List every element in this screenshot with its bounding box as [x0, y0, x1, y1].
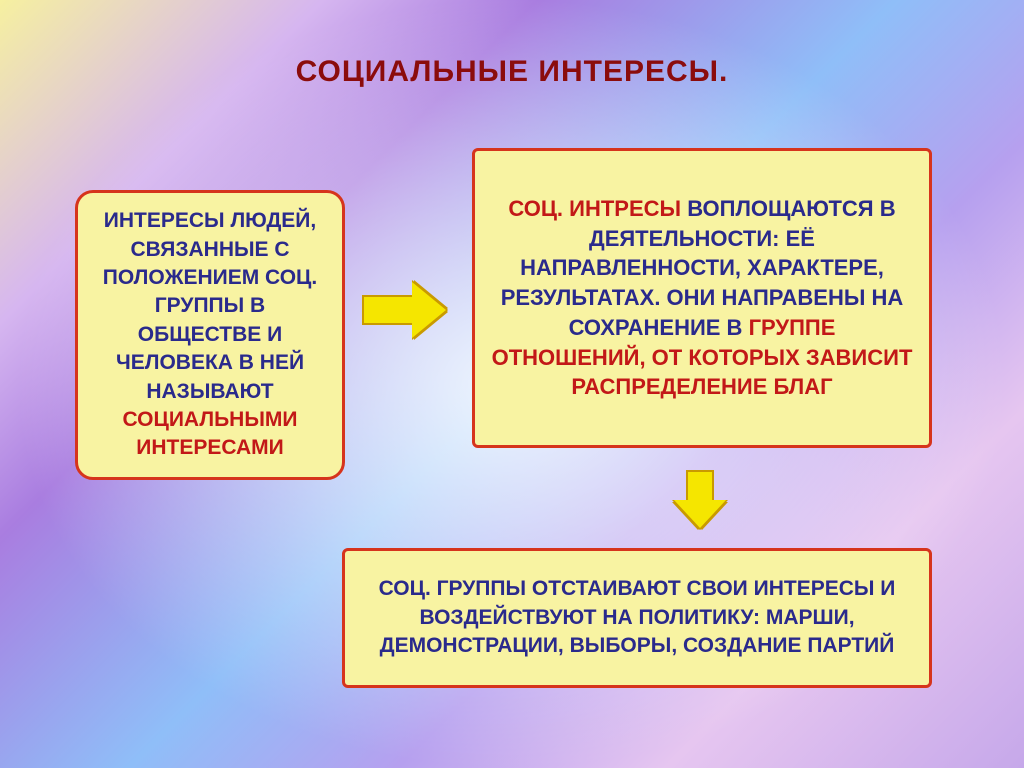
box-text: СОЦ. ГРУППЫ ОТСТАИВАЮТ СВОИ ИНТЕРЕСЫ И В…	[361, 575, 913, 660]
box-text: ИНТЕРЕСЫ ЛЮДЕЙ, СВЯЗАННЫЕ С ПОЛОЖЕНИЕМ С…	[94, 207, 326, 462]
right-explanation-box: СОЦ. ИНТРЕСЫ ВОПЛОЩАЮТСЯ В ДЕЯТЕЛЬНОСТИ:…	[472, 148, 932, 448]
slide: СОЦИАЛЬНЫЕ ИНТЕРЕСЫ. ИНТЕРЕСЫ ЛЮДЕЙ, СВЯ…	[0, 0, 1024, 768]
slide-title: СОЦИАЛЬНЫЕ ИНТЕРЕСЫ.	[0, 55, 1024, 89]
left-definition-box: ИНТЕРЕСЫ ЛЮДЕЙ, СВЯЗАННЫЕ С ПОЛОЖЕНИЕМ С…	[75, 190, 345, 480]
box-text: СОЦ. ИНТРЕСЫ ВОПЛОЩАЮТСЯ В ДЕЯТЕЛЬНОСТИ:…	[491, 194, 913, 402]
bottom-conclusion-box: СОЦ. ГРУППЫ ОТСТАИВАЮТ СВОИ ИНТЕРЕСЫ И В…	[342, 548, 932, 688]
